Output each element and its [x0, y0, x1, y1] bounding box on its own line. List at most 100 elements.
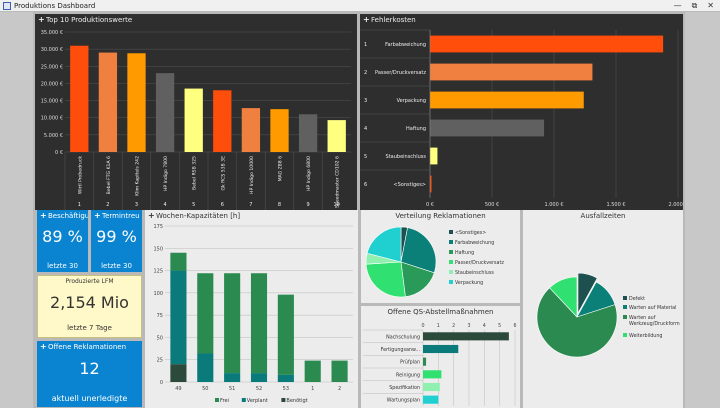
row-label: Farbabweichung — [385, 42, 426, 48]
close-button[interactable]: ✕ — [707, 1, 714, 10]
kpi-reklamationen[interactable]: + Offene Reklamationen 12 aktuell unerled… — [37, 341, 142, 407]
x-tick-label: 52 — [256, 386, 262, 392]
category-label: Gk RCS 53B 3E — [220, 156, 226, 191]
bar — [430, 147, 438, 165]
bar-segment — [331, 360, 348, 382]
bar-segment — [277, 374, 294, 382]
bar-segment — [170, 270, 187, 365]
kpi-besch-sub: letzte 30 — [47, 262, 78, 270]
bar — [270, 109, 289, 152]
verteilung-title: Verteilung Reklamationen — [395, 212, 486, 220]
expand-icon[interactable]: + — [94, 211, 101, 220]
dashboard: + Top 10 Produktionswerte 35.000 €30.000 … — [33, 12, 685, 408]
x-tick-label: 500 € — [485, 202, 499, 208]
pie-slice — [365, 261, 406, 298]
bar-segment — [170, 252, 187, 271]
minimize-button[interactable]: — — [673, 1, 682, 10]
kpi-termin-title: Termintreu — [102, 212, 140, 220]
legend-label: Haftung — [455, 250, 474, 256]
pie-slice — [366, 226, 402, 263]
kpi-lfm[interactable]: Produzierte LFM 2,154 Mio letzte 7 Tage — [37, 275, 142, 338]
bar — [423, 370, 442, 379]
x-tick-label: 0 € — [426, 202, 434, 208]
maximize-button[interactable]: ⧉ — [691, 1, 698, 10]
y-tick-label: 125 — [153, 269, 163, 275]
y-tick-label: 0 € — [55, 150, 63, 156]
x-tick-label: 50 — [202, 386, 208, 392]
bar — [423, 357, 427, 366]
bar-segment — [224, 273, 241, 374]
kpi-beschaeftigung[interactable]: + Beschäftigu 89 % letzte 30 — [37, 210, 88, 272]
qs-title: Offene QS-Abstellmaßnahmen — [387, 308, 494, 316]
x-tick-label: 0 — [421, 323, 424, 329]
legend-label: Defekt — [629, 296, 645, 302]
legend-swatch — [241, 398, 246, 402]
x-tick-label: 51 — [229, 386, 235, 392]
kpi-rekl-sub: aktuell unerledigte — [51, 394, 128, 403]
bar — [430, 175, 432, 193]
category-number: 9 — [307, 202, 310, 208]
wochen-title: Wochen-Kapazitäten [h] — [156, 212, 241, 220]
row-label: Spezifikation — [389, 385, 420, 391]
title-bar: Produktions Dashboard — ⧉ ✕ — [0, 0, 720, 12]
bar-segment — [224, 373, 241, 382]
legend-label: Warten auf Werkzeug/Druckform — [629, 315, 680, 327]
kpi-besch-title: Beschäftigu — [48, 212, 88, 220]
y-tick-label: 25.000 € — [41, 64, 63, 70]
bar — [241, 108, 261, 152]
row-number: 2 — [364, 70, 367, 76]
expand-icon[interactable]: + — [40, 342, 47, 351]
ausfall-chart: Defekt Warten auf Material Warten auf Werkz… — [536, 272, 680, 358]
wochen-chart: 175 150 125 100 75 50 25 0 49 50 51 52 53 1 2 Frei Verpl… — [153, 224, 353, 404]
category-number: 7 — [249, 202, 252, 208]
bar-segment — [197, 273, 214, 354]
legend-swatch — [449, 240, 453, 244]
expand-icon[interactable]: + — [40, 211, 47, 220]
row-label: Passer/Druckversatz — [375, 70, 426, 76]
kpi-lfm-sub: letzte 7 Tage — [67, 324, 112, 332]
expand-icon[interactable]: + — [148, 211, 155, 220]
y-tick-label: 30.000 € — [41, 47, 63, 53]
bar — [423, 332, 509, 341]
pie-slice — [577, 272, 598, 314]
row-label: Haftung — [406, 126, 426, 132]
category-label: Bebel RSB 325 — [192, 156, 198, 190]
legend-label: Benötigt — [286, 398, 307, 404]
legend-label: Staubeinschluss — [455, 270, 494, 276]
bar-segment — [250, 273, 268, 374]
kpi-termin-value: 99 % — [96, 227, 137, 246]
kpi-header: + Termintreu — [91, 210, 142, 222]
kpi-rekl-title: Offene Reklamationen — [48, 343, 127, 351]
legend-label: Weiterbildung — [629, 333, 662, 339]
bar — [430, 119, 545, 137]
row-number: 3 — [364, 98, 367, 104]
pie-slice — [400, 227, 437, 274]
pie-slice — [549, 276, 578, 318]
category-label: Wirtl Probedruck — [77, 156, 83, 194]
y-tick-label: 0 — [160, 380, 163, 386]
kpi-lfm-value: 2,154 Mio — [50, 293, 129, 312]
y-tick-label: 100 — [153, 291, 163, 297]
expand-icon[interactable]: + — [363, 15, 370, 24]
y-tick-label: 5.000 € — [44, 133, 63, 139]
bar — [327, 120, 346, 152]
x-tick-label: 1 — [437, 323, 440, 329]
qs-chart: 0 1 2 3 4 5 6 Nachschulung Fertigungsanw... Prüfp… — [363, 323, 517, 406]
y-tick-label: 75 — [157, 313, 163, 319]
category-number: 2 — [106, 202, 109, 208]
x-tick-label: 3 — [467, 323, 470, 329]
legend-swatch — [623, 333, 627, 337]
category-label: Bebel FTG K1A 6 — [106, 156, 112, 194]
category-number: 5 — [192, 202, 195, 208]
x-tick-label: 1.500 € — [606, 202, 625, 208]
fehler-header: + Fehlerkosten — [360, 14, 683, 26]
x-tick-label: 4 — [483, 323, 486, 329]
category-number: 8 — [278, 202, 281, 208]
bar-segment — [250, 373, 268, 382]
kpi-termintreue[interactable]: + Termintreu 99 % letzte 30 — [91, 210, 142, 272]
x-tick-label: 1.000 € — [544, 202, 563, 208]
row-label: Nachschulung — [386, 334, 420, 340]
category-number: 3 — [135, 202, 138, 208]
verteilung-chart: <Sonstiges> Farbabweichung Haftung Passer/D… — [365, 226, 504, 298]
expand-icon[interactable]: + — [38, 15, 45, 24]
